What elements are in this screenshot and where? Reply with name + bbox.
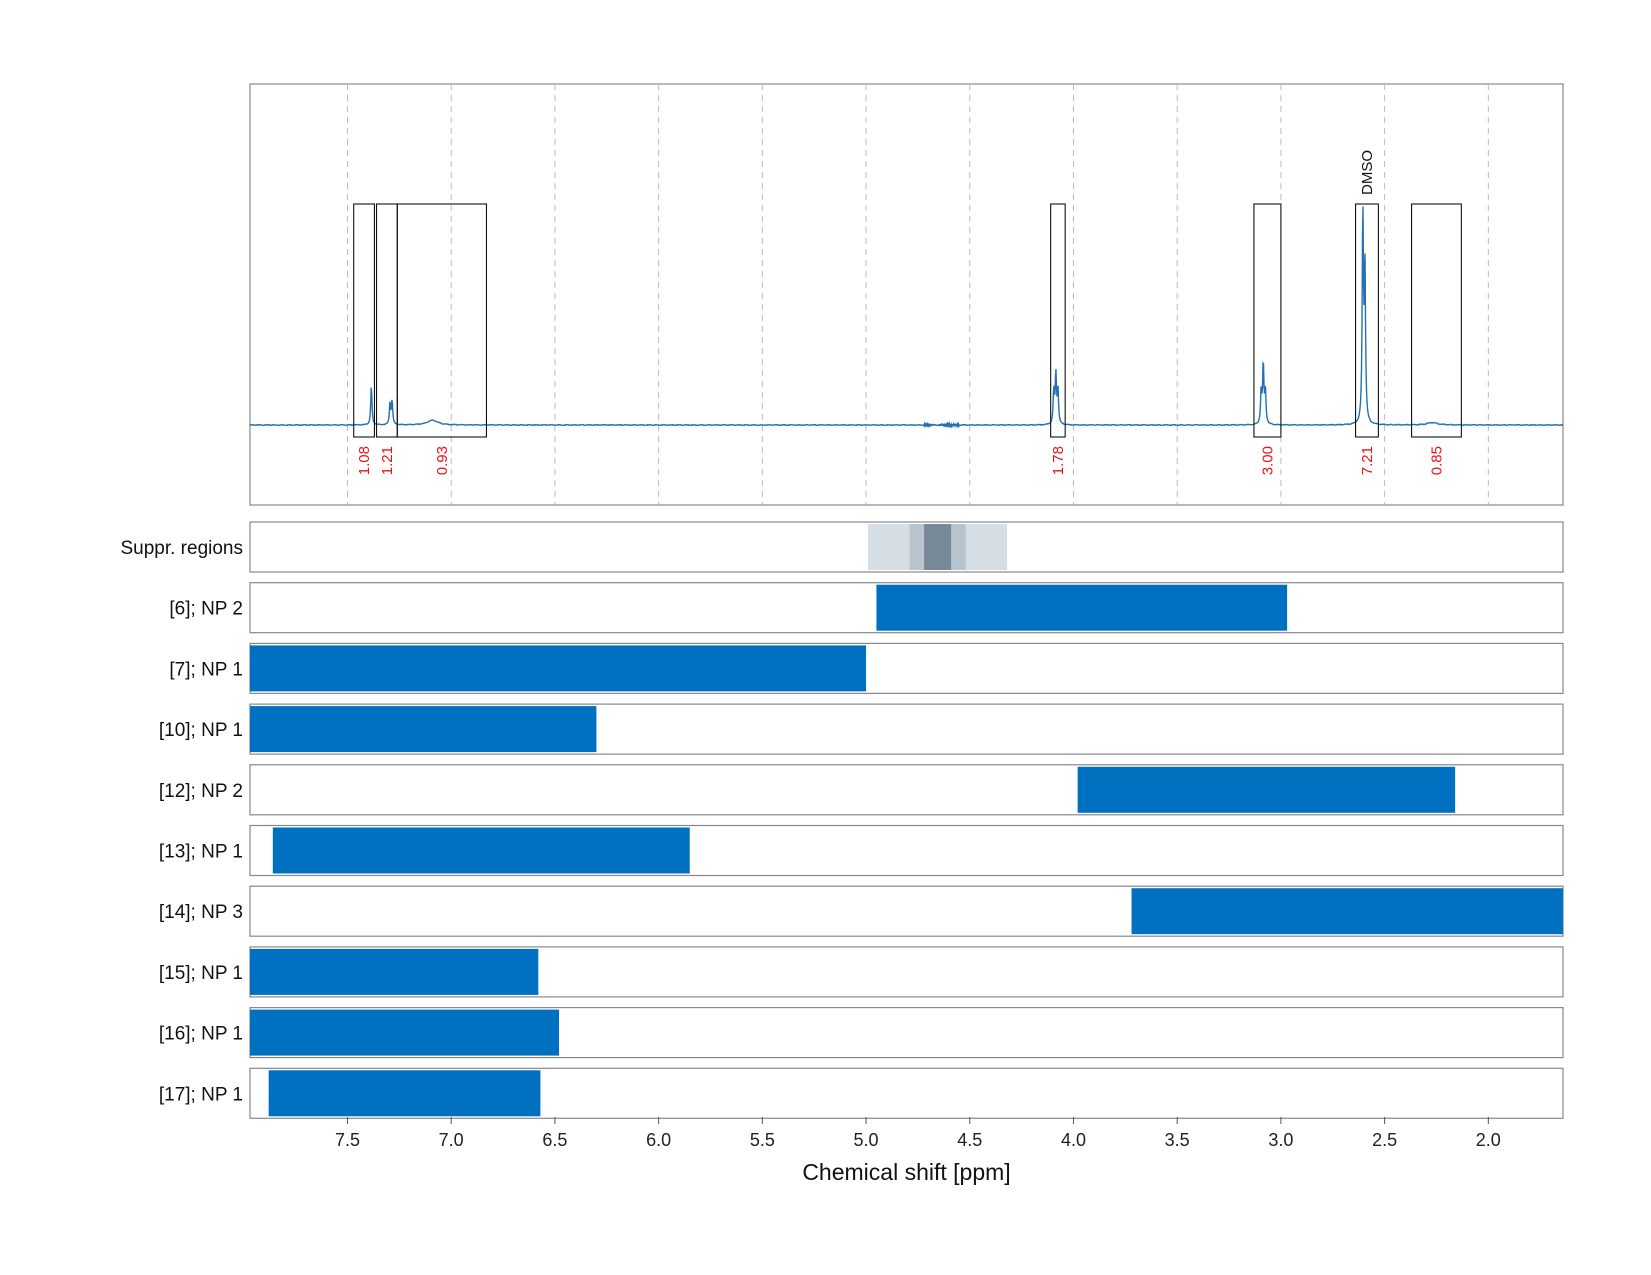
row-label-6: [14]; NP 3 xyxy=(159,902,243,923)
range-rows-panel: Suppr. regions [6]; NP 2 [7]; NP 1 [10]; NP… xyxy=(120,521,1564,1119)
integration-value-6: 0.85 xyxy=(1428,446,1445,475)
integration-value-5: 7.21 xyxy=(1359,446,1376,475)
integration-value-0: 1.08 xyxy=(356,446,373,475)
range-bar-6 xyxy=(250,948,539,995)
spectrum-trace xyxy=(249,206,1564,429)
x-axis: 7.5 7.0 6.5 6.0 5.5 5.0 4.5 4.0 3.5 3.0 2.5 2.0 xyxy=(335,1117,1501,1150)
range-bar-0 xyxy=(876,584,1288,631)
integration-box-3 xyxy=(1050,203,1066,438)
x-tick-label-8: 3.5 xyxy=(1165,1130,1190,1150)
integration-value-1: 1.21 xyxy=(379,446,396,475)
row-label-1: [6]; NP 2 xyxy=(169,599,243,620)
x-tick-label-3: 6.0 xyxy=(646,1130,671,1150)
range-bar-4 xyxy=(272,827,690,874)
suppression-row-label: Suppr. regions xyxy=(120,538,243,559)
spectrum-panel: 1.08 1.21 0.93 1.78 3.00 7.21 DMSO 0.85 xyxy=(249,83,1564,506)
range-bar-2 xyxy=(250,706,597,753)
integration-box-0 xyxy=(353,203,376,438)
integration-box-5 xyxy=(1355,203,1379,438)
row-label-7: [15]; NP 1 xyxy=(159,963,243,984)
row-label-4: [12]; NP 2 xyxy=(159,781,243,802)
x-tick-label-4: 5.5 xyxy=(750,1130,775,1150)
row-label-8: [16]; NP 1 xyxy=(159,1024,243,1045)
x-tick-label-0: 7.5 xyxy=(335,1130,360,1150)
range-bar-3 xyxy=(1077,766,1456,813)
row-label-9: [17]; NP 1 xyxy=(159,1084,243,1105)
x-tick-label-11: 2.0 xyxy=(1476,1130,1501,1150)
x-tick-label-2: 6.5 xyxy=(542,1130,567,1150)
range-bar-7 xyxy=(250,1009,560,1056)
spectrum-frame xyxy=(249,83,1564,506)
x-tick-label-1: 7.0 xyxy=(439,1130,464,1150)
integration-box-2 xyxy=(396,203,488,438)
x-tick-label-9: 3.0 xyxy=(1268,1130,1293,1150)
row-label-5: [13]; NP 1 xyxy=(159,842,243,863)
x-tick-label-10: 2.5 xyxy=(1372,1130,1397,1150)
range-bar-5 xyxy=(1131,888,1563,935)
integration-value-3: 1.78 xyxy=(1050,446,1067,475)
row-label-2: [7]; NP 1 xyxy=(169,659,243,680)
integration-value-2: 0.93 xyxy=(434,446,451,475)
x-tick-label-5: 5.0 xyxy=(854,1130,879,1150)
integration-box-4 xyxy=(1253,203,1282,438)
x-axis-title: Chemical shift [ppm] xyxy=(802,1159,1010,1185)
x-tick-label-7: 4.0 xyxy=(1061,1130,1086,1150)
range-bar-1 xyxy=(250,645,867,692)
suppression-region-2 xyxy=(924,524,952,570)
x-tick-label-6: 4.5 xyxy=(957,1130,982,1150)
range-bar-8 xyxy=(268,1070,541,1117)
row-label-3: [10]; NP 1 xyxy=(159,720,243,741)
annotation-dmso: DMSO xyxy=(1359,150,1376,195)
integration-box-6 xyxy=(1411,203,1462,438)
integration-value-4: 3.00 xyxy=(1259,446,1276,475)
